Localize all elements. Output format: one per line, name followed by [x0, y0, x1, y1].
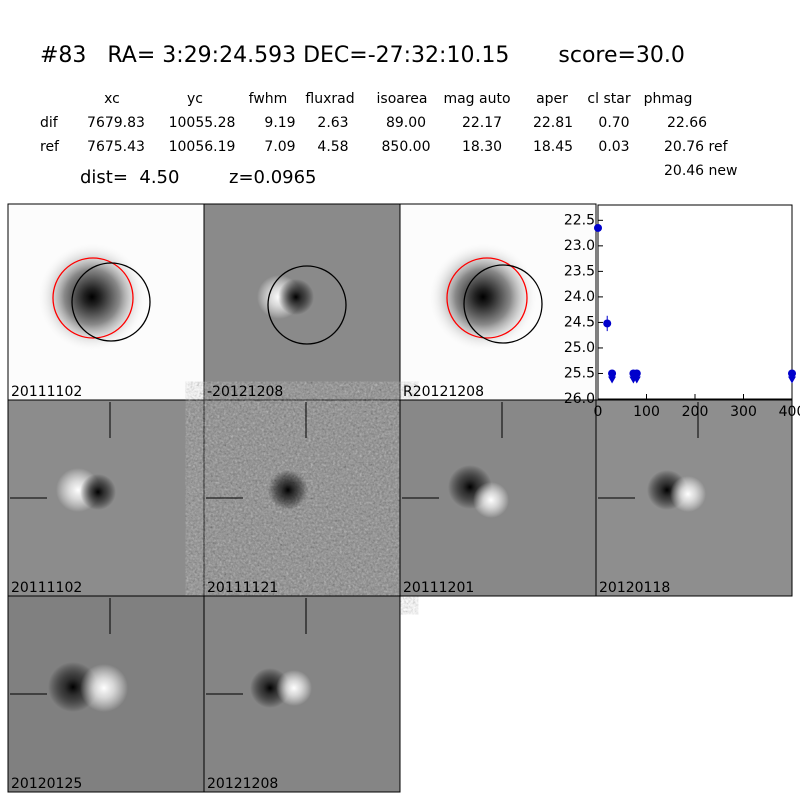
- row-label: dif: [40, 115, 59, 131]
- cell: 9.19: [264, 115, 295, 131]
- x-tick-label: 300: [730, 404, 757, 420]
- source: [278, 279, 314, 315]
- x-tick-label: 0: [594, 404, 603, 420]
- circle: [463, 264, 543, 344]
- x-tick-label: 400: [779, 404, 800, 420]
- column-header: aper: [536, 91, 568, 107]
- circle: [52, 257, 134, 339]
- header: #83 RA= 3:29:24.593 DEC=-27:32:10.15 sco…: [40, 43, 737, 188]
- crosshair: [206, 598, 307, 695]
- upper-limit-arrow: [788, 376, 796, 384]
- source: [80, 474, 116, 510]
- stamp-label: 20111121: [207, 580, 278, 596]
- point: [608, 369, 617, 378]
- point: [603, 319, 612, 328]
- cell: 7675.43: [87, 139, 145, 155]
- stamp-label: 20111201: [403, 580, 474, 596]
- source: [670, 476, 706, 512]
- column-header: isoarea: [377, 91, 428, 107]
- source: [80, 664, 128, 712]
- stamp-label: 20120125: [11, 776, 82, 792]
- stamp-label: 20121208: [207, 776, 278, 792]
- point: [788, 369, 796, 378]
- cell: 7.09: [264, 139, 295, 155]
- cell: 4.58: [317, 139, 348, 155]
- stamp-label: 20111102: [11, 580, 82, 596]
- circle: [267, 265, 347, 345]
- chart: 22.5 23.0 23.5 24.0 24.5 25.0 25.5 26.00 100 200 3…: [564, 204, 800, 420]
- crosshair: [598, 402, 699, 499]
- y-tick-label: 25.0: [564, 340, 595, 356]
- cell: 18.30: [462, 139, 502, 155]
- cell: 20.76 ref: [664, 139, 729, 155]
- stamp-label: -20121208: [207, 384, 283, 400]
- upper-limit-arrow: [632, 376, 641, 384]
- y-tick-label: 23.0: [564, 238, 595, 254]
- x-tick-label: 200: [682, 404, 709, 420]
- point: [594, 223, 602, 232]
- cell: 10055.28: [169, 115, 236, 131]
- stamps: [7, 203, 793, 793]
- redshift: z=0.0965: [229, 167, 317, 188]
- new-mag: 20.46 new: [664, 163, 737, 179]
- cell: 22.66: [667, 115, 707, 131]
- crosshair: [10, 402, 111, 499]
- cell: 850.00: [382, 139, 431, 155]
- source: [428, 242, 538, 352]
- stamp-label: R20121208: [403, 384, 484, 400]
- cell: 2.63: [317, 115, 348, 131]
- y-tick-label: 24.0: [564, 289, 595, 305]
- cell: 0.03: [598, 139, 629, 155]
- stamp-label: 20111102: [11, 384, 82, 400]
- column-header: xc: [104, 91, 120, 107]
- source: [276, 670, 312, 706]
- cell: 0.70: [598, 115, 629, 131]
- y-tick-label: 24.5: [564, 314, 595, 330]
- column-header: phmag: [644, 91, 693, 107]
- column-header: cl star: [587, 91, 630, 107]
- cell: 89.00: [386, 115, 426, 131]
- crosshair: [10, 598, 111, 695]
- source: [268, 470, 308, 510]
- y-tick-label: 25.5: [564, 365, 595, 381]
- cell: 18.45: [533, 139, 573, 155]
- stamp-labels: 20111102 -20121208 R20121208 20111102 201111…: [11, 384, 670, 792]
- source: [473, 482, 509, 518]
- circle: [446, 257, 528, 339]
- cell: 10056.19: [169, 139, 236, 155]
- x-tick-label: 100: [633, 404, 660, 420]
- column-header: fluxrad: [305, 91, 354, 107]
- title: #83 RA= 3:29:24.593 DEC=-27:32:10.15 sco…: [40, 43, 685, 68]
- dist: dist= 4.50: [80, 167, 179, 188]
- circle: [71, 262, 151, 342]
- point: [632, 369, 641, 378]
- upper-limit-arrow: [608, 376, 617, 384]
- stamp-label: 20120118: [599, 580, 670, 596]
- y-tick-label: 23.5: [564, 263, 595, 279]
- cell: 22.17: [462, 115, 502, 131]
- crosshair: [402, 402, 503, 499]
- row-label: ref: [40, 139, 60, 155]
- cell: 7679.83: [87, 115, 145, 131]
- y-tick-label: 26.0: [564, 391, 595, 407]
- plot-area: [597, 204, 793, 400]
- table: xc yc fwhm fluxrad isoarea mag auto aper cl sta…: [40, 91, 729, 155]
- crosshair: [206, 402, 307, 499]
- column-header: mag auto: [443, 91, 510, 107]
- y-tick-label: 22.5: [564, 212, 595, 228]
- column-header: fwhm: [249, 91, 288, 107]
- cell: 22.81: [533, 115, 573, 131]
- column-header: yc: [187, 91, 203, 107]
